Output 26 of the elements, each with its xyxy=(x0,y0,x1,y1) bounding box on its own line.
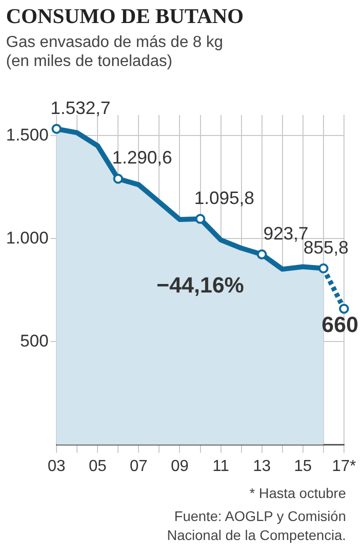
x-tick-label: 09 xyxy=(170,458,189,475)
y-tick-label: 1.000 xyxy=(6,228,49,248)
point xyxy=(256,249,267,260)
data-label: 1.532,7 xyxy=(50,98,111,118)
x-tick-label: 03 xyxy=(48,458,66,475)
x-tick-label: 05 xyxy=(88,458,107,475)
data-label: 1.290,6 xyxy=(112,148,172,168)
source-note: Fuente: AOGLP y Comisión Nacional de la Competencia. xyxy=(166,507,346,545)
data-label: 660 xyxy=(322,312,358,337)
x-tick-label: 11 xyxy=(212,458,230,475)
x-tick-label: 07 xyxy=(130,458,148,475)
text: * Hasta octubre xyxy=(248,484,346,503)
chart-subtitle: Gas envasado de más de 8 kg (en miles de toneladas) xyxy=(6,33,224,71)
chart-title: CONSUMO DE BUTANO xyxy=(6,4,245,29)
point xyxy=(195,214,206,224)
data-label: 1.095,8 xyxy=(194,188,254,208)
point xyxy=(338,304,349,314)
x-tick-label: 13 xyxy=(252,458,271,475)
y-tick-label: 500 xyxy=(20,331,49,350)
point xyxy=(318,263,328,274)
x-tick-label: 17* xyxy=(332,458,356,475)
point xyxy=(113,174,124,184)
x-tick-label: 15 xyxy=(294,458,312,475)
annotation: −44,16% xyxy=(156,272,244,298)
y-tick-label: 1.500 xyxy=(6,125,49,144)
data-label: 855,8 xyxy=(303,237,349,258)
